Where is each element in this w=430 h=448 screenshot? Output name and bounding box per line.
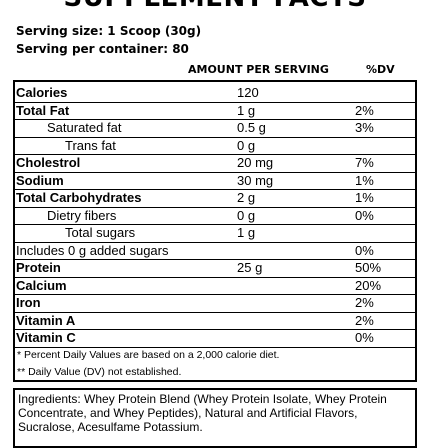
nutrient-dv: 2% xyxy=(355,102,374,118)
nutrient-dv: 0% xyxy=(355,330,374,345)
table-row: Protein 25 g 50% xyxy=(15,259,415,278)
table-row: Total sugars 1 g xyxy=(15,224,415,243)
nutrient-name: Total Carbohydrates xyxy=(16,190,142,205)
nutrient-name: Trans fat xyxy=(65,137,116,153)
table-row: Trans fat 0 g xyxy=(15,137,415,155)
nutrient-amount: 0 g xyxy=(237,137,256,153)
nutrient-name: Includes 0 g added sugars xyxy=(16,242,169,258)
footnote: ** Daily Value (DV) not established. xyxy=(17,366,182,378)
nutrient-amount: 1 g xyxy=(237,102,256,118)
nutrient-name: Cholestrol xyxy=(16,155,81,170)
nutrient-amount: 0 g xyxy=(237,207,256,223)
serving-size: Serving size: 1 Scoop (30g) xyxy=(16,24,202,38)
nutrient-name: Vitamin C xyxy=(16,330,76,345)
nutrient-dv: 1% xyxy=(355,172,374,188)
nutrient-name: Total Fat xyxy=(16,102,70,118)
nutrient-dv: 7% xyxy=(355,155,374,170)
nutrient-name: Vitamin A xyxy=(16,312,76,328)
footnote: * Percent Daily Values are based on a 2,… xyxy=(17,349,280,361)
nutrient-name: Dietry fibers xyxy=(47,207,117,223)
nutrient-amount: 2 g xyxy=(237,190,256,205)
nutrient-amount: 30 mg xyxy=(237,172,274,188)
nutrient-amount: 0.5 g xyxy=(237,120,266,135)
nutrient-amount: 1 g xyxy=(237,225,256,240)
nutrient-name: Calories xyxy=(16,85,68,100)
table-row: Iron 2% xyxy=(15,294,415,313)
table-row: Saturated fat 0.5 g 3% xyxy=(15,119,415,138)
ingredients-box: Ingredients: Whey Protein Blend (Whey Pr… xyxy=(13,388,417,448)
nutrient-dv: 2% xyxy=(355,312,374,328)
nutrient-dv: 2% xyxy=(355,295,374,310)
nutrient-name: Total sugars xyxy=(65,225,136,240)
table-row: Calories 120 xyxy=(15,84,415,103)
nutrient-dv: 0% xyxy=(355,207,374,223)
table-row: Includes 0 g added sugars 0% xyxy=(15,242,415,260)
nutrient-amount: 20 mg xyxy=(237,155,274,170)
nutrition-table: Calories 120 Total Fat 1 g 2% Saturated … xyxy=(13,80,417,382)
table-row: Dietry fibers 0 g 0% xyxy=(15,207,415,225)
nutrient-name: Calcium xyxy=(16,277,67,293)
amount-header: AMOUNT PER SERVING xyxy=(188,63,329,76)
nutrient-name: Iron xyxy=(16,295,41,310)
panel-title: SUPPLEMENT FACTS xyxy=(0,0,430,13)
nutrient-dv: 0% xyxy=(355,242,374,258)
nutrient-amount: 120 xyxy=(237,85,259,100)
nutrient-dv: 50% xyxy=(355,260,382,275)
table-row: Total Fat 1 g 2% xyxy=(15,102,415,120)
table-row: Calcium 20% xyxy=(15,277,415,295)
table-row: Total Carbohydrates 2 g 1% xyxy=(15,189,415,208)
nutrient-name: Sodium xyxy=(16,172,64,188)
nutrient-dv: 20% xyxy=(355,277,382,293)
servings-per-container: Serving per container: 80 xyxy=(16,42,189,56)
table-row: Vitamin A 2% xyxy=(15,312,415,330)
nutrient-amount: 25 g xyxy=(237,260,263,275)
nutrient-dv: 1% xyxy=(355,190,374,205)
nutrient-dv: 3% xyxy=(355,120,374,135)
nutrient-name: Saturated fat xyxy=(47,120,122,135)
table-row: Cholestrol 20 mg 7% xyxy=(15,154,415,173)
dv-header: %DV xyxy=(366,63,395,76)
table-row: Vitamin C 0% xyxy=(15,329,415,348)
table-row: Sodium 30 mg 1% xyxy=(15,172,415,190)
nutrient-name: Protein xyxy=(16,260,61,275)
